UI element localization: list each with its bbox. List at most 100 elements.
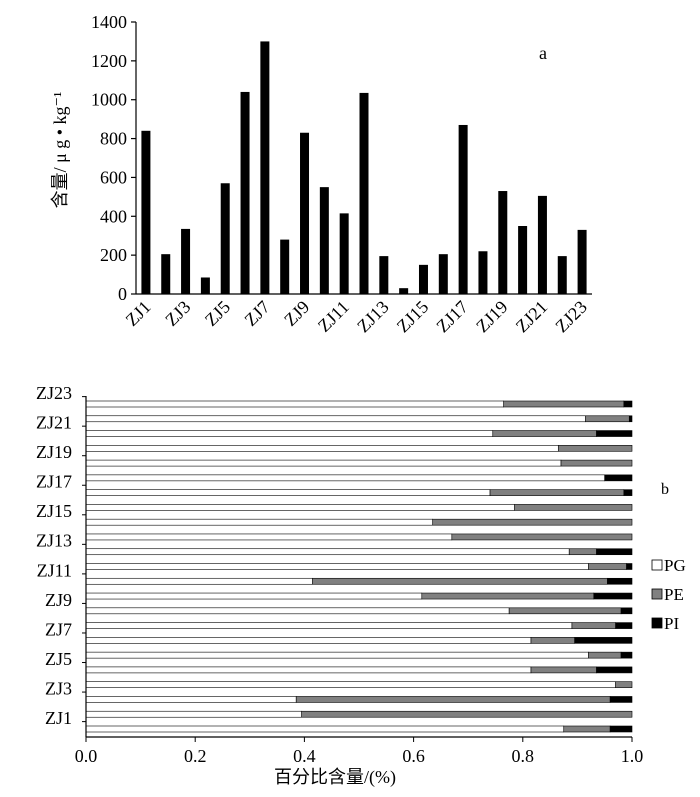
panel-b-bar-pi-zj7 bbox=[574, 637, 633, 644]
panel-a-bar-zj17 bbox=[458, 124, 468, 294]
panel-b-bar-pg-zj8 bbox=[85, 622, 573, 629]
panel-a-y-tick-label: 200 bbox=[100, 245, 127, 265]
panel-b-bar-pi-zj5 bbox=[596, 666, 633, 674]
panel-b-bar-pg-zj22 bbox=[85, 415, 586, 423]
panel-a-bar-chart: 0 200 400 600 800 1000 1200 1400 ZJ1 ZJ3 ZJ5 ZJ7 ZJ… bbox=[50, 12, 592, 336]
panel-b-bar-pe-zj11 bbox=[312, 577, 608, 585]
panel-b-bar-pg-zj23 bbox=[85, 400, 504, 408]
panel-b-bar-pi-zj23 bbox=[623, 400, 633, 408]
panel-b-y-tick-label: ZJ21 bbox=[36, 413, 72, 433]
panel-b-bar-pi-zj1 bbox=[609, 725, 633, 733]
panel-a-bar-zj10 bbox=[319, 187, 329, 294]
panel-b-bar-pe-zj6 bbox=[588, 651, 622, 659]
panel-a-bar-zj21 bbox=[537, 195, 547, 294]
panel-b-bar-pi-zj9 bbox=[620, 607, 633, 615]
panel-a-label: a bbox=[539, 43, 547, 63]
panel-b-label: b bbox=[661, 481, 669, 498]
panel-a-y-tick-label: 600 bbox=[100, 167, 127, 187]
panel-b-y-tick-label: ZJ15 bbox=[36, 501, 72, 521]
panel-b-bar-pe-zj12 bbox=[588, 563, 627, 570]
panel-b-y-tick-label: ZJ11 bbox=[37, 560, 72, 580]
panel-b-legend: PG PE PI bbox=[651, 556, 686, 633]
legend-swatch-pi bbox=[651, 617, 663, 629]
panel-a-bar-zj1 bbox=[141, 130, 151, 294]
panel-b-bar-pe-zj7 bbox=[530, 637, 575, 644]
panel-a-x-tick-label: ZJ19 bbox=[472, 297, 512, 337]
panel-a-x-tick-label: ZJ9 bbox=[280, 297, 313, 330]
panel-b-bar-pg-zj7 bbox=[85, 637, 532, 644]
panel-b-bar-pg-zj20 bbox=[85, 445, 559, 452]
panel-b-bar-pe-zj5 bbox=[530, 666, 597, 674]
panel-a-bar-zj3 bbox=[181, 228, 191, 294]
panel-a-bar-zj20 bbox=[518, 226, 528, 294]
panel-a-bars bbox=[141, 41, 587, 295]
panel-b-bar-pe-zj22 bbox=[585, 415, 630, 423]
panel-b-y-tick-label: ZJ7 bbox=[45, 619, 72, 639]
panel-b-stacked-bar-chart: ZJ1 ZJ3 ZJ5 ZJ7 ZJ9 ZJ11 ZJ13 ZJ15 ZJ17 ZJ19 ZJ21 Z… bbox=[36, 383, 686, 788]
panel-b-x-tick-labels: 0.0 0.2 0.4 0.6 0.8 1.0 bbox=[75, 737, 643, 766]
panel-b-bar-pg-zj13 bbox=[85, 548, 570, 556]
panel-a-y-tick-label: 1400 bbox=[91, 12, 127, 32]
panel-b-bar-pe-zj21 bbox=[492, 430, 597, 437]
panel-a-bar-zj16 bbox=[438, 254, 448, 294]
panel-b-x-tick-label: 0.8 bbox=[512, 746, 535, 766]
panel-b-bar-pg-zj9 bbox=[85, 607, 510, 615]
legend-label-pi: PI bbox=[664, 614, 679, 633]
panel-b-x-tick-label: 0.4 bbox=[293, 746, 316, 766]
panel-a-bar-zj15 bbox=[418, 264, 428, 294]
panel-b-y-tick-label: ZJ5 bbox=[45, 649, 72, 669]
panel-b-y-tick-labels: ZJ1 ZJ3 ZJ5 ZJ7 ZJ9 ZJ11 ZJ13 ZJ15 ZJ17 ZJ19 ZJ21 Z… bbox=[36, 383, 86, 728]
legend-swatch-pg bbox=[651, 559, 663, 571]
panel-b-bar-pi-zj22 bbox=[628, 415, 633, 423]
panel-a-bar-zj7 bbox=[260, 41, 270, 294]
panel-b-bar-pe-zj3 bbox=[295, 696, 611, 703]
panel-b-bar-pi-zj10 bbox=[593, 592, 633, 600]
panel-b-y-tick-label: ZJ23 bbox=[36, 383, 72, 403]
panel-a-y-tick-label: 1000 bbox=[91, 90, 127, 110]
panel-b-x-tick-label: 0.2 bbox=[184, 746, 207, 766]
panel-a-bar-zj9 bbox=[300, 132, 310, 294]
panel-b-bar-pg-zj5 bbox=[85, 666, 532, 674]
panel-a-bar-zj18 bbox=[478, 251, 488, 294]
panel-b-y-tick-label: ZJ3 bbox=[45, 678, 72, 698]
panel-a-y-tick-label: 1200 bbox=[91, 51, 127, 71]
panel-a-y-axis-label: 含量/ μ g • kg⁻¹ bbox=[50, 92, 70, 209]
panel-b-bar-pe-zj20 bbox=[557, 445, 633, 452]
panel-b-bar-pg-zj1 bbox=[85, 725, 565, 733]
panel-b-bar-pg-zj6 bbox=[85, 651, 589, 659]
panel-a-y-axis: 0 200 400 600 800 1000 1200 1400 bbox=[91, 12, 592, 304]
panel-b-bar-pe-zj2 bbox=[301, 710, 633, 718]
panel-b-bar-pi-zj17 bbox=[623, 489, 633, 496]
panel-b-bar-pe-zj8 bbox=[571, 622, 616, 629]
panel-b-bar-pg-zj4 bbox=[85, 681, 616, 688]
panel-b-axes bbox=[85, 396, 632, 738]
panel-b-bars bbox=[85, 400, 633, 733]
panel-b-bar-pe-zj15 bbox=[432, 518, 633, 526]
panel-a-x-tick-label: ZJ11 bbox=[314, 297, 353, 336]
panel-a-bar-zj12 bbox=[359, 92, 369, 295]
panel-b-bar-pi-zj13 bbox=[596, 548, 633, 556]
panel-b-bar-pg-zj2 bbox=[85, 710, 302, 718]
panel-b-bar-pg-zj3 bbox=[85, 696, 297, 703]
panel-b-bar-pe-zj14 bbox=[451, 533, 633, 541]
panel-b-bar-pe-zj4 bbox=[615, 681, 633, 688]
panel-a-x-tick-label: ZJ5 bbox=[201, 297, 234, 330]
panel-b-bar-pe-zj9 bbox=[508, 607, 622, 615]
panel-a-x-tick-label: ZJ13 bbox=[353, 297, 393, 337]
panel-b-x-axis-label: 百分比含量/(%) bbox=[274, 767, 396, 788]
panel-b-y-tick-label: ZJ13 bbox=[36, 531, 72, 551]
panel-b-bar-pe-zj17 bbox=[489, 489, 625, 496]
panel-b-bar-pe-zj23 bbox=[503, 400, 625, 408]
panel-b-bar-pi-zj18 bbox=[604, 474, 633, 482]
panel-b-bar-pi-zj6 bbox=[620, 651, 633, 659]
panel-b-x-tick-label: 0.0 bbox=[75, 746, 98, 766]
panel-a-y-tick-label: 0 bbox=[118, 284, 127, 304]
panel-b-bar-pi-zj8 bbox=[615, 622, 633, 629]
panel-b-bar-pg-zj21 bbox=[85, 430, 494, 437]
legend-label-pe: PE bbox=[664, 585, 684, 604]
panel-a-bar-zj6 bbox=[240, 91, 250, 294]
panel-b-bar-pg-zj12 bbox=[85, 563, 589, 570]
panel-a-bar-zj2 bbox=[161, 254, 171, 294]
panel-a-bar-zj11 bbox=[339, 213, 349, 294]
panel-b-bar-pi-zj12 bbox=[626, 563, 633, 570]
